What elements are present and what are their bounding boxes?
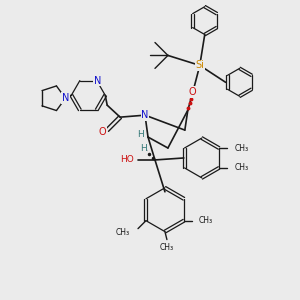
Text: N: N (94, 76, 101, 85)
Text: HO: HO (120, 155, 134, 164)
Text: H: H (140, 143, 146, 152)
Text: N: N (62, 93, 69, 103)
Text: CH₃: CH₃ (235, 164, 249, 172)
Text: Si: Si (195, 60, 204, 70)
Text: N: N (141, 110, 149, 120)
Text: CH₃: CH₃ (235, 143, 249, 152)
Text: ·: · (141, 130, 145, 140)
Text: CH₃: CH₃ (199, 216, 213, 225)
Text: O: O (189, 87, 196, 97)
Text: H: H (137, 130, 143, 139)
Text: CH₃: CH₃ (116, 228, 130, 237)
Text: O: O (98, 127, 106, 137)
Text: CH₃: CH₃ (160, 243, 174, 252)
